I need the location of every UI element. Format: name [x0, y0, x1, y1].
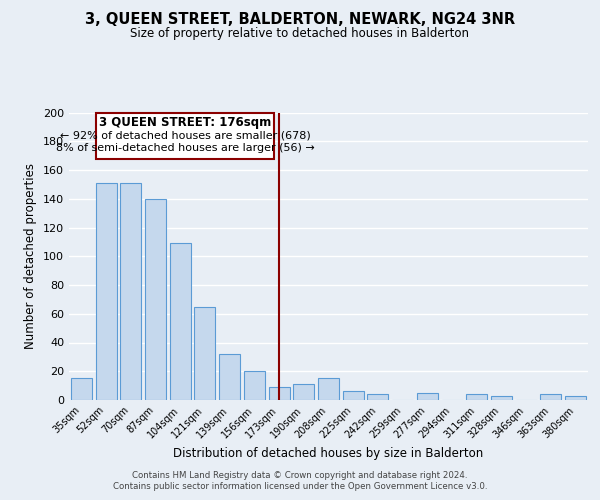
Text: Contains public sector information licensed under the Open Government Licence v3: Contains public sector information licen…	[113, 482, 487, 491]
Text: 3, QUEEN STREET, BALDERTON, NEWARK, NG24 3NR: 3, QUEEN STREET, BALDERTON, NEWARK, NG24…	[85, 12, 515, 28]
Bar	[120, 183, 141, 400]
Bar	[343, 392, 364, 400]
Bar	[318, 378, 339, 400]
Bar	[293, 384, 314, 400]
Bar	[417, 393, 438, 400]
Y-axis label: Number of detached properties: Number of detached properties	[25, 163, 37, 350]
Bar	[71, 378, 92, 400]
Text: ← 92% of detached houses are smaller (678): ← 92% of detached houses are smaller (67…	[60, 130, 311, 140]
Text: 3 QUEEN STREET: 176sqm: 3 QUEEN STREET: 176sqm	[99, 116, 271, 129]
Text: Size of property relative to detached houses in Balderton: Size of property relative to detached ho…	[131, 28, 470, 40]
Bar	[145, 198, 166, 400]
Bar	[269, 387, 290, 400]
X-axis label: Distribution of detached houses by size in Balderton: Distribution of detached houses by size …	[173, 447, 484, 460]
Bar	[541, 394, 562, 400]
FancyBboxPatch shape	[96, 112, 274, 158]
Bar	[466, 394, 487, 400]
Bar	[491, 396, 512, 400]
Text: Contains HM Land Registry data © Crown copyright and database right 2024.: Contains HM Land Registry data © Crown c…	[132, 471, 468, 480]
Bar	[170, 244, 191, 400]
Bar	[244, 371, 265, 400]
Bar	[194, 306, 215, 400]
Bar	[219, 354, 240, 400]
Bar	[95, 183, 116, 400]
Text: 8% of semi-detached houses are larger (56) →: 8% of semi-detached houses are larger (5…	[56, 144, 314, 154]
Bar	[367, 394, 388, 400]
Bar	[565, 396, 586, 400]
